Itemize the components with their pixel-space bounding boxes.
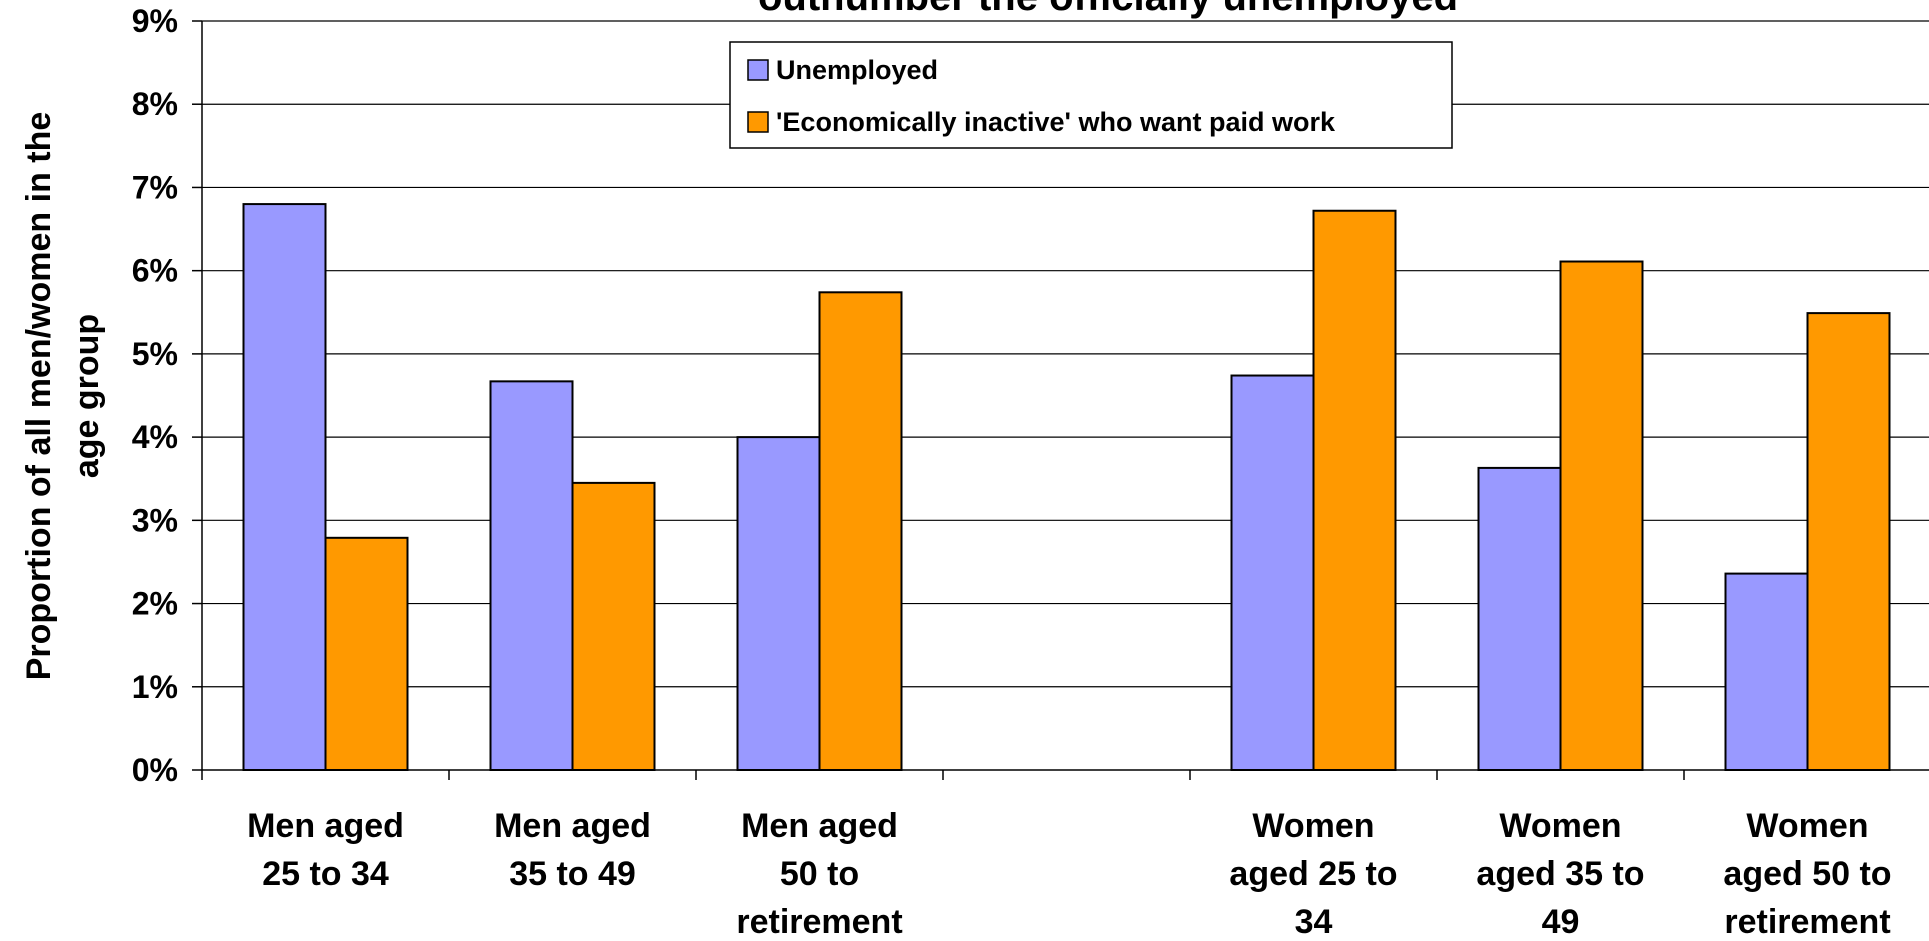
x-category-label: Women [1499,807,1621,845]
y-tick-label: 4% [132,419,178,455]
legend-label: Unemployed [776,55,938,85]
bar-inactive-want-work [1806,312,1891,771]
x-category-label: Men aged [741,807,898,845]
y-tick-label: 9% [132,3,178,39]
x-category-label: aged 25 to [1229,855,1397,893]
bar-inactive-want-work [1559,260,1644,771]
x-category-label: Women [1746,807,1868,845]
legend-swatch [747,59,769,81]
bar-unemployed [489,380,574,771]
x-category-label: Women [1252,807,1374,845]
x-category-label: 49 [1542,903,1580,941]
x-category-label: 34 [1295,903,1333,941]
x-category-labels: Men aged 25 to 34 Men aged 35 to 49 Men aged… [247,807,1891,941]
axes [192,20,1929,780]
y-axis-label-line: Proportion of all men/women in the [20,112,58,681]
x-category-label: aged 35 to [1476,855,1644,893]
y-axis-label: Proportion of all men/women in the age gr… [20,112,106,681]
legend-swatch [747,111,769,133]
bar-unemployed [1724,572,1809,772]
bar-inactive-want-work [1312,209,1397,772]
x-category-label: retirement [736,903,902,941]
x-category-label: retirement [1724,903,1890,941]
legend: Unemployed 'Economically inactive' who wa… [729,41,1453,149]
x-category-label: 50 to [780,855,859,893]
y-tick-label: 6% [132,253,178,289]
y-tick-label: 1% [132,669,178,705]
x-category-label: 25 to 34 [262,855,389,893]
bar-unemployed [736,436,821,771]
x-category-label: Men aged [494,807,651,845]
legend-label: 'Economically inactive' who want paid wo… [776,107,1336,137]
bar-inactive-want-work [324,536,409,771]
x-category-label: 35 to 49 [509,855,636,893]
bar-inactive-want-work [571,481,656,771]
legend-box [729,41,1453,149]
y-tick-label: 5% [132,336,178,372]
chart-title: outnumber the officially unemployed [758,0,1458,19]
y-axis-label-line: age group [68,314,106,478]
y-tick-label: 3% [132,502,178,538]
bar-unemployed [1477,466,1562,771]
y-tick-label: 2% [132,586,178,622]
y-tick-labels: 0% 1% 2% 3% 4% 5% 6% 7% 8% 9% [132,3,178,788]
bars [242,203,1891,772]
bar-unemployed [1230,374,1315,771]
x-category-label: Men aged [247,807,404,845]
y-tick-label: 0% [132,752,178,788]
bar-inactive-want-work [818,291,903,771]
y-tick-label: 7% [132,169,178,205]
y-tick-label: 8% [132,86,178,122]
x-category-label: aged 50 to [1723,855,1891,893]
bar-unemployed [242,203,327,772]
